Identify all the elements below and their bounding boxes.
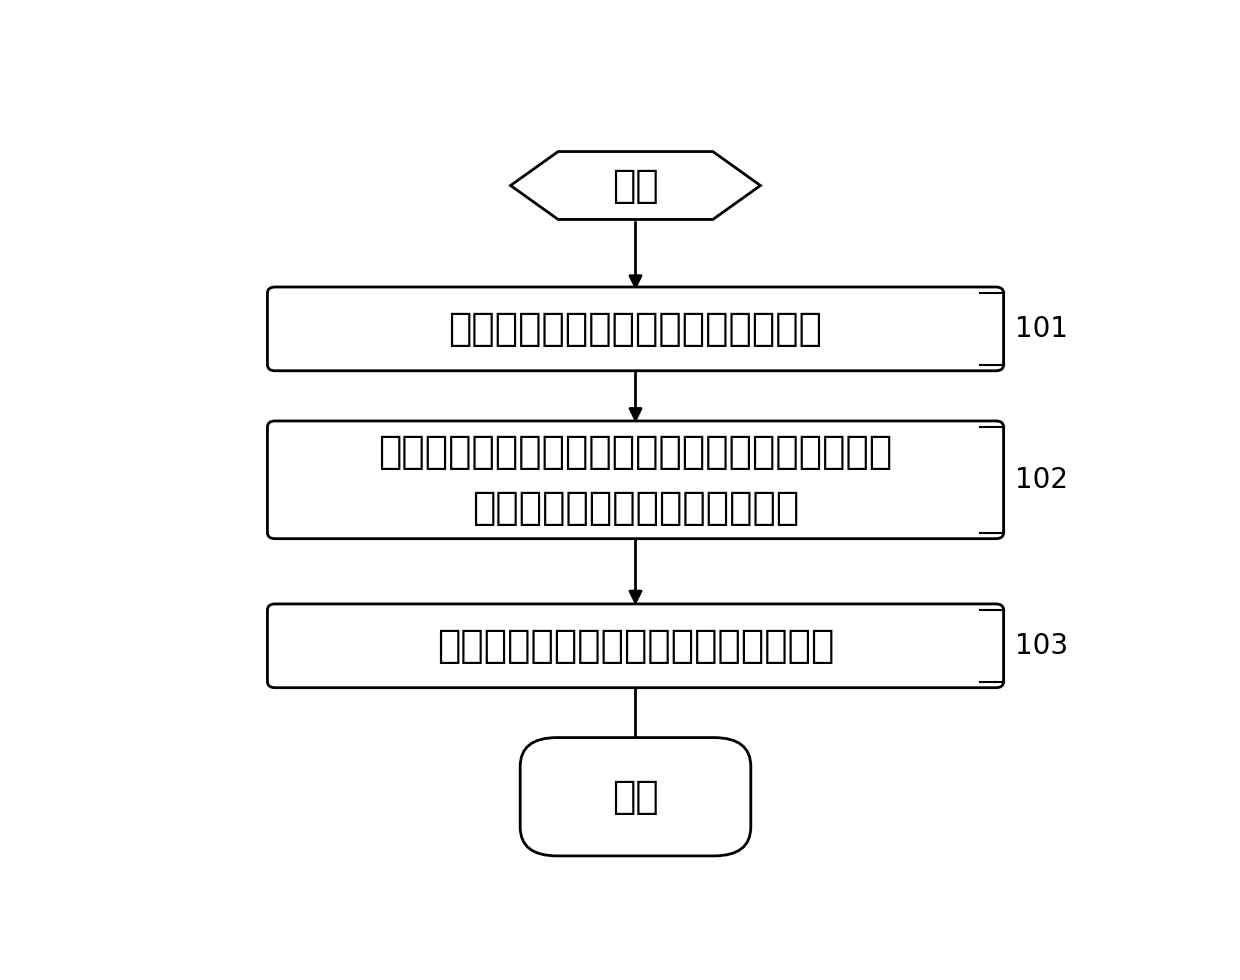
Text: 101: 101 [1016,315,1068,343]
FancyBboxPatch shape [521,738,751,856]
FancyBboxPatch shape [268,604,1003,688]
Text: 根据检测结果控制展频模式的开启状态: 根据检测结果控制展频模式的开启状态 [436,627,835,664]
Text: 103: 103 [1016,632,1068,660]
Text: 结束: 结束 [613,778,658,815]
Text: 检测移动终端是否开启展频模式，以及通信频率是
否为通信接口的时钟频率的倍频: 检测移动终端是否开启展频模式，以及通信频率是 否为通信接口的时钟频率的倍频 [378,433,893,527]
Text: 102: 102 [1016,466,1068,494]
Text: 开始: 开始 [613,167,658,205]
FancyBboxPatch shape [268,421,1003,539]
Text: 检测移动终端的通信信道的通信频率: 检测移动终端的通信信道的通信频率 [449,310,822,348]
FancyBboxPatch shape [268,287,1003,370]
Polygon shape [511,152,760,220]
